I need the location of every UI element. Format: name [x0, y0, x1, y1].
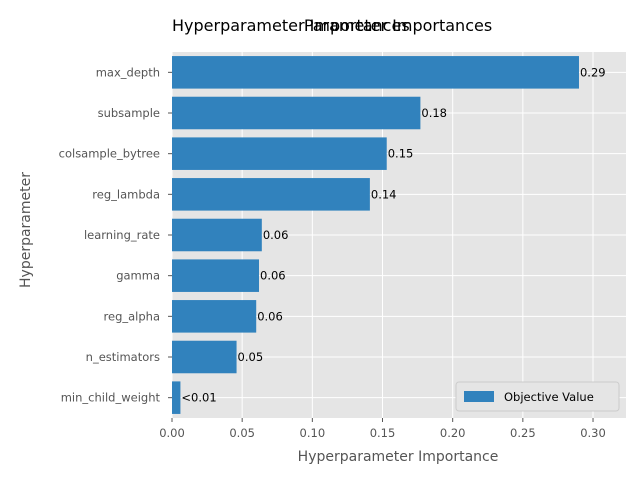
bar-n_estimators	[172, 340, 237, 374]
bar-learning_rate	[172, 218, 262, 252]
y-tick-label-gamma: gamma	[116, 269, 160, 283]
y-tick-label-min_child_weight: min_child_weight	[61, 391, 161, 405]
chart-title-overlay: Parameter Importances	[304, 16, 492, 35]
y-tick-label-subsample: subsample	[98, 106, 160, 120]
y-tick-label-reg_alpha: reg_alpha	[104, 309, 160, 323]
legend-label: Objective Value	[504, 390, 594, 404]
data-label-subsample: 0.18	[421, 106, 447, 120]
y-tick-label-learning_rate: learning_rate	[84, 228, 160, 242]
x-tick-label: 0.20	[440, 426, 466, 440]
y-tick-label-colsample_bytree: colsample_bytree	[59, 147, 160, 161]
bar-max_depth	[172, 56, 579, 89]
bar-reg_alpha	[172, 300, 257, 333]
bar-gamma	[172, 259, 260, 292]
y-axis-label: Hyperparameter	[18, 172, 34, 288]
data-label-colsample_bytree: 0.15	[388, 147, 414, 161]
data-label-learning_rate: 0.06	[263, 228, 289, 242]
bar-min_child_weight	[172, 381, 181, 414]
y-tick-label-max_depth: max_depth	[96, 65, 160, 79]
x-tick-label: 0.05	[229, 426, 255, 440]
legend-swatch	[464, 391, 494, 402]
data-label-gamma: 0.06	[260, 269, 286, 283]
legend-box	[455, 381, 620, 412]
y-axis-ticks: max_depth subsample colsample_bytree reg_la…	[59, 65, 172, 405]
x-axis-ticks: 0.00 0.05 0.10 0.15 0.20 0.25 0.30	[159, 418, 606, 440]
data-label-reg_alpha: 0.06	[257, 309, 283, 323]
x-tick-label: 0.00	[159, 426, 185, 440]
data-label-reg_lambda: 0.14	[371, 187, 397, 201]
y-tick-label-n_estimators: n_estimators	[86, 350, 160, 364]
x-tick-label: 0.30	[580, 426, 606, 440]
bar-colsample_bytree	[172, 137, 387, 170]
x-axis-label: Hyperparameter Importance	[298, 449, 499, 465]
data-label-max_depth: 0.29	[580, 65, 606, 79]
bar-subsample	[172, 96, 421, 130]
data-label-n_estimators: 0.05	[238, 350, 264, 364]
x-tick-label: 0.10	[300, 426, 326, 440]
bars	[172, 56, 579, 414]
x-tick-label: 0.25	[510, 426, 536, 440]
data-label-min_child_weight: <0.01	[181, 391, 216, 405]
chart-title: Hyperparameter Importances	[172, 16, 410, 35]
data-labels: 0.29 0.18 0.15 0.14 0.06 0.06 0.06 0.05 <0.01	[181, 65, 605, 404]
legend: Objective Value	[455, 381, 620, 412]
bar-reg_lambda	[172, 178, 370, 211]
x-tick-label: 0.15	[370, 426, 396, 440]
y-tick-label-reg_lambda: reg_lambda	[92, 187, 160, 201]
